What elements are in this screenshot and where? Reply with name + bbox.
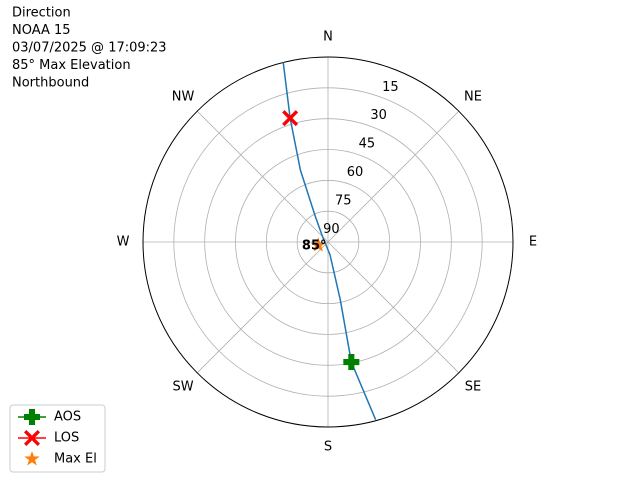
r-tick-label: 90 bbox=[323, 222, 340, 237]
theta-tick-label: NW bbox=[172, 90, 195, 105]
legend-label: AOS bbox=[54, 410, 81, 425]
title-line: Northbound bbox=[12, 76, 89, 91]
legend-marker bbox=[24, 451, 40, 466]
track-line bbox=[282, 62, 377, 420]
title-line: 03/07/2025 @ 17:09:23 bbox=[12, 41, 167, 56]
theta-tick-label: SW bbox=[172, 379, 193, 394]
legend-label: Max El bbox=[54, 452, 97, 467]
marker-x bbox=[282, 110, 299, 127]
legend-label: LOS bbox=[54, 431, 79, 446]
theta-tick-label: S bbox=[324, 440, 332, 455]
theta-tick-label: SE bbox=[465, 379, 481, 394]
theta-tick-label: N bbox=[323, 30, 333, 45]
outer-frame bbox=[142, 56, 514, 428]
r-tick-label: 15 bbox=[382, 80, 399, 95]
grid-spoke bbox=[327, 241, 460, 374]
grid-spoke bbox=[196, 241, 329, 374]
marker-star bbox=[310, 237, 326, 252]
theta-tick-label: W bbox=[117, 235, 130, 250]
theta-tick-label: E bbox=[529, 235, 537, 250]
title-line: 85° Max Elevation bbox=[12, 58, 131, 73]
r-tick-label: 30 bbox=[370, 108, 387, 123]
legend-marker bbox=[24, 409, 40, 425]
title-line: NOAA 15 bbox=[12, 23, 71, 38]
annotation: 85° bbox=[302, 239, 327, 254]
marker-plus bbox=[343, 354, 360, 371]
title-line: Direction bbox=[12, 6, 71, 21]
r-tick-label: 60 bbox=[347, 165, 364, 180]
r-tick-label: 45 bbox=[359, 137, 376, 152]
theta-tick-label: NE bbox=[464, 90, 482, 105]
legend-marker bbox=[24, 430, 40, 446]
grid-spoke bbox=[196, 110, 329, 243]
r-tick-label: 75 bbox=[335, 194, 352, 209]
grid-spoke bbox=[327, 110, 460, 243]
